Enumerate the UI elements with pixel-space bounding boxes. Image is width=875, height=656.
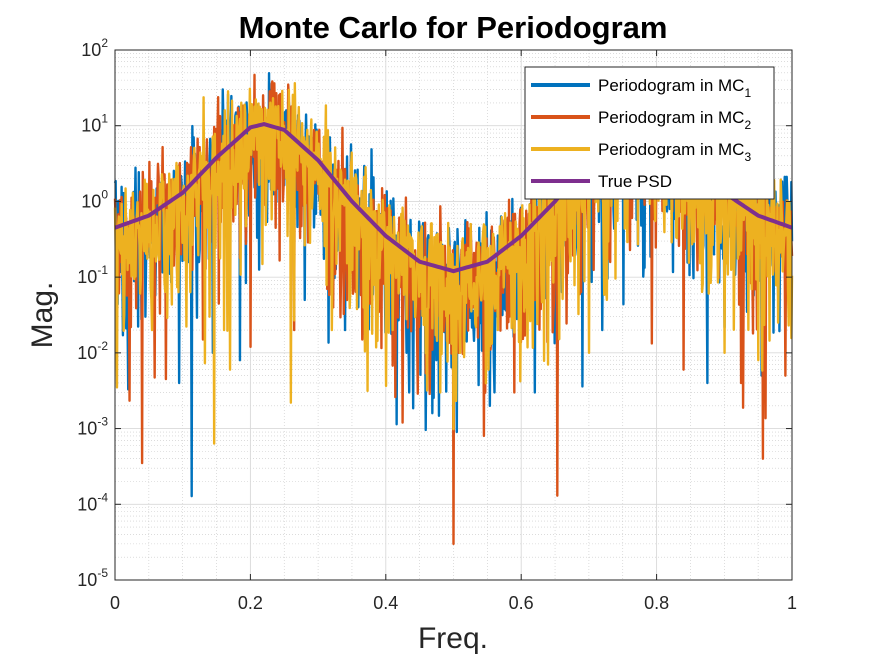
legend-box (524, 66, 775, 200)
legend-label: Periodogram in MC3 (598, 140, 751, 164)
chart-title: Monte Carlo for Periodogram (239, 10, 668, 45)
y-axis-label: Mag. (26, 282, 59, 349)
legend-label: Periodogram in MC2 (598, 108, 751, 132)
x-tick-label: 1 (787, 593, 797, 613)
legend-entries: Periodogram in MC1 Periodogram in MC2 Peri… (531, 76, 751, 191)
y-tick-label: 10-4 (77, 490, 108, 514)
legend-label: Periodogram in MC1 (598, 76, 751, 100)
y-tick-label: 102 (81, 36, 108, 60)
x-axis-label: Freq. (418, 622, 488, 655)
legend-label: True PSD (598, 172, 672, 191)
y-tick-label: 100 (81, 187, 108, 211)
y-tick-label: 10-3 (77, 415, 108, 439)
legend: Periodogram in MC1 Periodogram in MC2 Peri… (524, 66, 775, 200)
x-tick-labels: 0 0.2 0.4 0.6 0.8 1 (110, 593, 797, 613)
y-tick-labels: 102 101 100 10-1 10-2 10-3 10-4 10-5 (77, 36, 108, 590)
y-tick-label: 10-2 (77, 339, 108, 363)
y-tick-label: 101 (81, 112, 108, 136)
x-tick-label: 0.6 (509, 593, 534, 613)
x-tick-label: 0.2 (238, 593, 263, 613)
y-tick-label: 10-5 (77, 566, 108, 590)
y-tick-label: 10-1 (77, 263, 108, 287)
x-tick-label: 0 (110, 593, 120, 613)
x-tick-label: 0.8 (644, 593, 669, 613)
ticks (114, 49, 793, 581)
axes-box (114, 49, 793, 581)
x-tick-label: 0.4 (373, 593, 398, 613)
